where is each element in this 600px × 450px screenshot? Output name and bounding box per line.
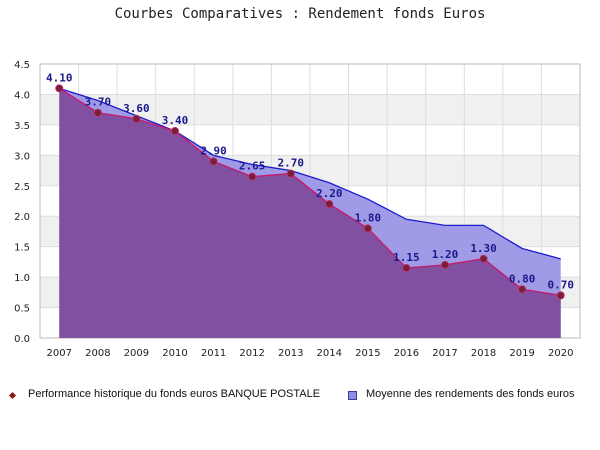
x-tick-label: 2015 xyxy=(355,348,380,359)
data-label: 2.65 xyxy=(239,160,266,173)
chart-title: Courbes Comparatives : Rendement fonds E… xyxy=(114,6,486,22)
legend-label-series1: Performance historique du fonds euros BA… xyxy=(28,388,321,400)
legend-marker-box-icon xyxy=(348,391,357,400)
data-label: 2.20 xyxy=(316,187,343,200)
data-label: 0.70 xyxy=(547,278,574,291)
data-point-performance xyxy=(170,126,179,135)
x-tick-label: 2014 xyxy=(317,348,342,359)
x-tick-label: 2012 xyxy=(239,348,264,359)
x-tick-label: 2018 xyxy=(471,348,496,359)
data-point-performance xyxy=(325,200,334,209)
data-label: 0.80 xyxy=(509,272,536,285)
data-point-performance xyxy=(402,263,411,272)
x-tick-label: 2011 xyxy=(201,348,226,359)
data-label: 1.20 xyxy=(432,248,459,261)
data-point-performance xyxy=(55,84,64,93)
data-point-performance xyxy=(286,169,295,178)
y-tick-label: 0.5 xyxy=(14,304,30,315)
legend-label-series2: Moyenne des rendements des fonds euros xyxy=(366,388,575,400)
y-tick-label: 0.0 xyxy=(14,334,30,345)
line-series-performance xyxy=(58,87,561,297)
data-label: 1.30 xyxy=(470,242,497,255)
data-label: 1.80 xyxy=(355,211,382,224)
data-label: 2.90 xyxy=(200,144,227,157)
data-point-performance xyxy=(93,108,102,117)
area-series-performance xyxy=(59,88,561,338)
data-label: 1.15 xyxy=(393,251,420,264)
data-point-performance xyxy=(479,254,488,263)
data-point-performance xyxy=(518,285,527,294)
y-tick-label: 3.5 xyxy=(14,121,30,132)
y-tick-label: 2.5 xyxy=(14,182,30,193)
data-label: 3.60 xyxy=(123,102,150,115)
x-tick-label: 2010 xyxy=(162,348,187,359)
x-tick-label: 2017 xyxy=(432,348,457,359)
x-tick-label: 2019 xyxy=(509,348,534,359)
y-tick-label: 4.5 xyxy=(14,60,30,71)
data-label: 2.70 xyxy=(277,157,304,170)
x-tick-label: 2008 xyxy=(85,348,110,359)
data-label: 3.70 xyxy=(85,96,112,109)
x-tick-label: 2009 xyxy=(124,348,149,359)
data-point-performance xyxy=(248,172,257,181)
data-label: 4.10 xyxy=(46,71,73,84)
y-tick-label: 1.5 xyxy=(14,243,30,254)
data-point-performance xyxy=(209,157,218,166)
y-tick-label: 4.0 xyxy=(14,90,30,101)
data-point-performance xyxy=(556,291,565,300)
data-label: 3.40 xyxy=(162,114,189,127)
x-tick-label: 2016 xyxy=(394,348,419,359)
line-series-average xyxy=(59,87,561,260)
data-point-performance xyxy=(132,114,141,123)
x-tick-label: 2007 xyxy=(47,348,72,359)
y-tick-label: 2.0 xyxy=(14,212,30,223)
x-tick-label: 2013 xyxy=(278,348,303,359)
data-point-performance xyxy=(440,260,449,269)
data-point-performance xyxy=(363,224,372,233)
x-tick-label: 2020 xyxy=(548,348,573,359)
y-tick-label: 1.0 xyxy=(14,273,30,284)
y-tick-label: 3.0 xyxy=(14,151,30,162)
